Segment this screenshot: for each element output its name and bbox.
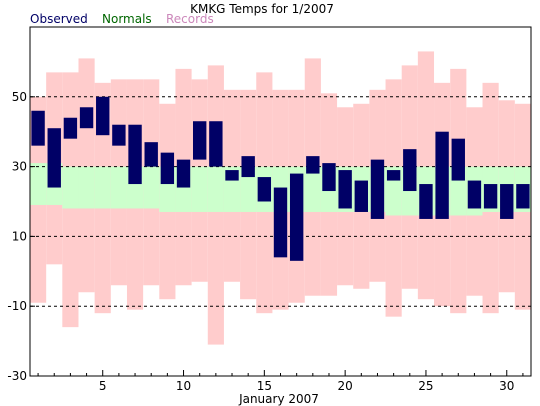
observed-bar-day-26 xyxy=(435,131,449,219)
observed-bar-day-19 xyxy=(322,163,336,192)
observed-bar-day-29 xyxy=(483,184,498,209)
x-tick-label-5: 5 xyxy=(99,379,107,393)
observed-bar-day-17 xyxy=(289,173,304,261)
observed-bar-day-12 xyxy=(209,121,223,167)
x-tick-label-10: 10 xyxy=(176,379,191,393)
observed-bar-day-16 xyxy=(273,187,288,258)
observed-bar-day-15 xyxy=(257,177,272,202)
normals-bar-day-4 xyxy=(78,166,95,209)
observed-bar-day-27 xyxy=(451,138,465,181)
observed-bar-day-28 xyxy=(467,180,482,209)
observed-bar-day-7 xyxy=(128,124,142,185)
plot-area xyxy=(29,26,532,377)
normals-bar-day-11 xyxy=(191,166,208,212)
normals-bar-day-6 xyxy=(110,166,127,209)
y-tick-label--30: -30 xyxy=(7,369,27,383)
observed-bars xyxy=(31,96,530,261)
y-axis: 50 30 10 -10 -30 xyxy=(7,90,35,383)
observed-bar-day-24 xyxy=(403,149,417,192)
observed-bar-day-6 xyxy=(112,124,126,146)
normals-bar-day-18 xyxy=(304,166,321,212)
observed-bar-day-2 xyxy=(47,128,61,188)
x-tick-label-25: 25 xyxy=(418,379,433,393)
observed-bar-day-11 xyxy=(193,121,207,160)
observed-bar-day-18 xyxy=(306,156,320,174)
normals-bar-day-14 xyxy=(240,166,257,212)
observed-bar-day-10 xyxy=(176,159,191,188)
y-tick-label-50: 50 xyxy=(12,90,27,104)
normals-bar-day-3 xyxy=(62,166,79,209)
y-tick-label-30: 30 xyxy=(12,160,27,174)
legend-normals: Normals xyxy=(102,12,152,26)
observed-bar-day-9 xyxy=(160,152,175,185)
x-tick-label-15: 15 xyxy=(257,379,272,393)
observed-bar-day-21 xyxy=(354,180,368,212)
observed-bar-day-8 xyxy=(144,142,158,167)
chart-title: KMKG Temps for 1/2007 xyxy=(190,2,334,16)
observed-bar-day-1 xyxy=(31,110,45,146)
observed-bar-day-13 xyxy=(225,170,239,181)
normals-bar-day-8 xyxy=(143,166,160,209)
normals-bar-day-1 xyxy=(30,163,47,205)
observed-bar-day-3 xyxy=(63,117,78,139)
normals-bar-day-5 xyxy=(94,166,111,209)
observed-bar-day-14 xyxy=(241,156,255,178)
observed-bar-day-4 xyxy=(79,107,94,129)
x-tick-label-30: 30 xyxy=(499,379,514,393)
observed-bar-day-5 xyxy=(96,96,110,136)
x-axis-label: January 2007 xyxy=(238,392,319,406)
normals-bar-day-12 xyxy=(207,166,224,212)
legend-records: Records xyxy=(166,12,214,26)
x-axis: 5 10 15 20 25 30 xyxy=(37,370,524,393)
observed-bar-day-22 xyxy=(370,159,385,219)
observed-bar-day-25 xyxy=(419,184,433,219)
observed-bar-day-23 xyxy=(386,170,401,181)
observed-bar-day-30 xyxy=(500,184,514,219)
x-tick-label-20: 20 xyxy=(338,379,353,393)
observed-bar-day-31 xyxy=(516,184,530,209)
y-tick-label--10: -10 xyxy=(7,299,27,313)
y-tick-label-10: 10 xyxy=(12,229,27,243)
observed-bar-day-20 xyxy=(338,170,352,209)
legend-observed: Observed xyxy=(30,12,88,26)
